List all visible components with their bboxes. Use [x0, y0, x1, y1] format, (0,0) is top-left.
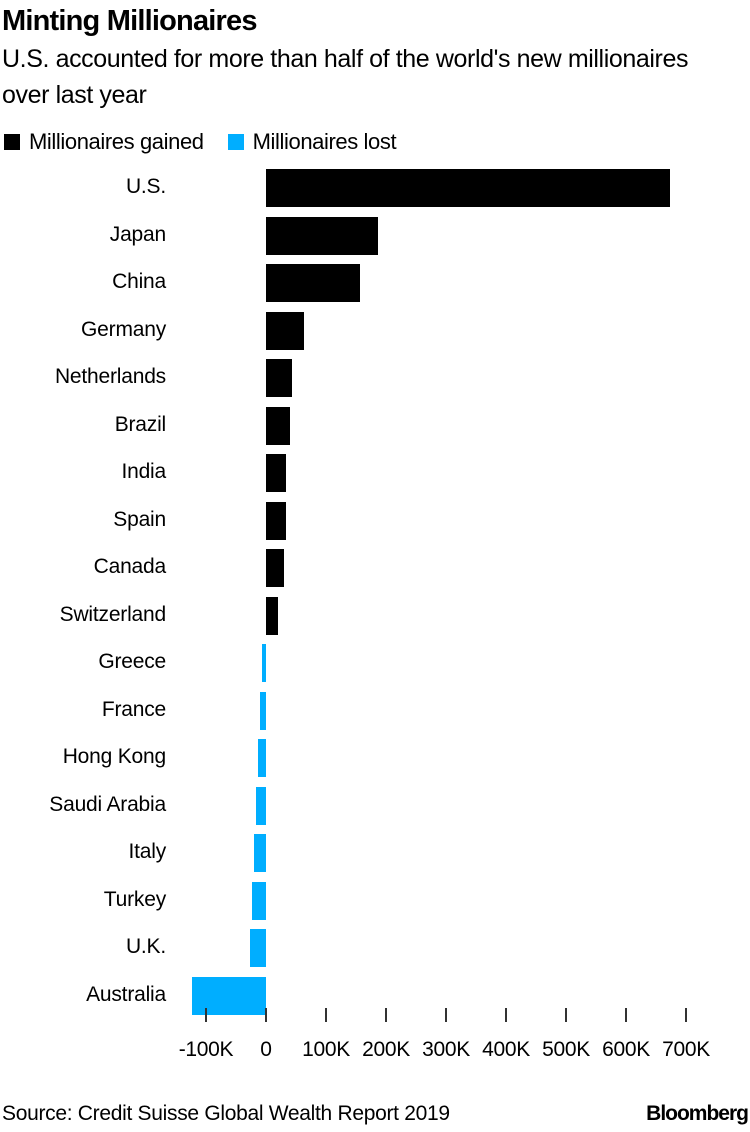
- chart-title: Minting Millionaires: [2, 5, 257, 37]
- category-label: Spain: [113, 507, 166, 531]
- legend-label-lost: Millionaires lost: [252, 129, 397, 154]
- bar-gained: [266, 216, 379, 255]
- x-axis-tick-label: 300K: [422, 1038, 470, 1061]
- x-axis-tick: [505, 1008, 507, 1022]
- bar-lost: [249, 929, 266, 967]
- x-axis-tick: [565, 1008, 567, 1022]
- category-label: Greece: [98, 650, 166, 673]
- category-label: Saudi Arabia: [49, 792, 166, 816]
- legend: Millionaires gained Millionaires lost: [4, 128, 420, 156]
- category-label: India: [121, 460, 166, 483]
- x-axis-tick: [265, 1008, 267, 1022]
- legend-item-gained: Millionaires gained: [4, 129, 204, 155]
- bar-lost: [261, 644, 266, 682]
- x-axis-tick: [385, 1008, 387, 1022]
- category-label: Italy: [128, 840, 166, 863]
- x-axis-tick: [325, 1008, 327, 1022]
- bar-lost: [260, 691, 266, 730]
- bloomberg-logo: Bloomberg: [646, 1102, 749, 1125]
- x-axis-tick-label: 100K: [302, 1038, 350, 1061]
- category-label: Hong Kong: [62, 745, 166, 768]
- x-axis-tick: [445, 1008, 447, 1022]
- category-label: Switzerland: [59, 602, 167, 626]
- bar-lost: [252, 881, 266, 920]
- x-axis-tick-label: 0: [260, 1038, 272, 1061]
- category-label: Japan: [109, 222, 166, 246]
- category-label: U.K.: [125, 935, 166, 958]
- category-label: France: [101, 697, 166, 721]
- category-label: Netherlands: [54, 365, 166, 388]
- bar-lost: [254, 834, 266, 872]
- chart-subtitle: U.S. accounted for more than half of the…: [2, 45, 689, 109]
- x-axis-tick-label: 500K: [542, 1038, 590, 1061]
- bar-gained: [266, 501, 287, 540]
- bar-gained: [266, 406, 290, 445]
- bar-gained: [266, 359, 292, 397]
- bar-gained: [266, 311, 304, 350]
- bar-gained: [266, 454, 287, 492]
- x-axis-tick-label: -100K: [178, 1038, 234, 1061]
- x-axis-tick: [205, 1008, 207, 1022]
- legend-item-lost: Millionaires lost: [227, 129, 397, 155]
- legend-swatch-lost: [227, 134, 244, 150]
- category-label: Brazil: [114, 412, 167, 436]
- x-axis-tick-label: 700K: [662, 1038, 710, 1061]
- bar-lost: [258, 739, 266, 777]
- category-label: Australia: [86, 982, 166, 1006]
- category-label: U.S.: [125, 175, 166, 198]
- source-note: Source: Credit Suisse Global Wealth Repo…: [2, 1102, 450, 1125]
- x-axis-tick: [625, 1008, 627, 1022]
- legend-label-gained: Millionaires gained: [29, 129, 204, 154]
- bar-gained: [266, 596, 278, 635]
- category-label: China: [112, 270, 166, 293]
- x-axis-tick-label: 200K: [362, 1038, 410, 1061]
- bar-gained: [266, 549, 284, 587]
- bar-lost: [192, 976, 266, 1015]
- bar-gained: [266, 169, 670, 207]
- bar-gained: [266, 264, 361, 302]
- bar-lost: [255, 786, 266, 825]
- x-axis-tick-label: 600K: [602, 1038, 650, 1061]
- x-axis-tick-label: 400K: [482, 1038, 530, 1061]
- category-label: Canada: [93, 555, 167, 578]
- x-axis-tick: [685, 1008, 687, 1022]
- legend-swatch-gained: [4, 134, 20, 150]
- category-label: Germany: [81, 317, 166, 341]
- category-label: Turkey: [103, 887, 166, 911]
